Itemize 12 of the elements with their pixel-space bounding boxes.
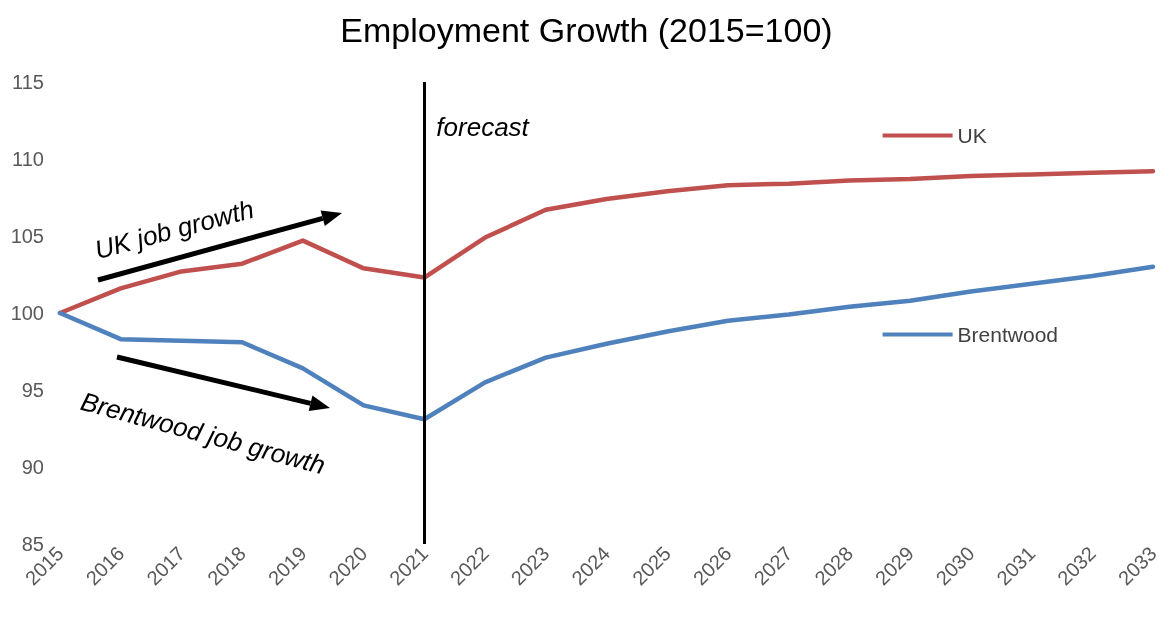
y-tick-label: 105	[10, 225, 44, 247]
y-tick-label: 90	[21, 456, 44, 478]
legend-label: UK	[957, 124, 987, 147]
annotation: UK job growth	[91, 193, 257, 266]
y-tick-label: 110	[12, 148, 44, 170]
y-tick-label: 95	[21, 379, 44, 401]
ref-line-label: forecast	[436, 112, 531, 142]
chart-title: Employment Growth (2015=100)	[340, 11, 833, 49]
y-tick-label: 100	[10, 302, 44, 324]
legend-label: Brentwood	[957, 323, 1059, 346]
y-tick-label: 115	[12, 71, 44, 93]
line-series	[57, 169, 1156, 316]
